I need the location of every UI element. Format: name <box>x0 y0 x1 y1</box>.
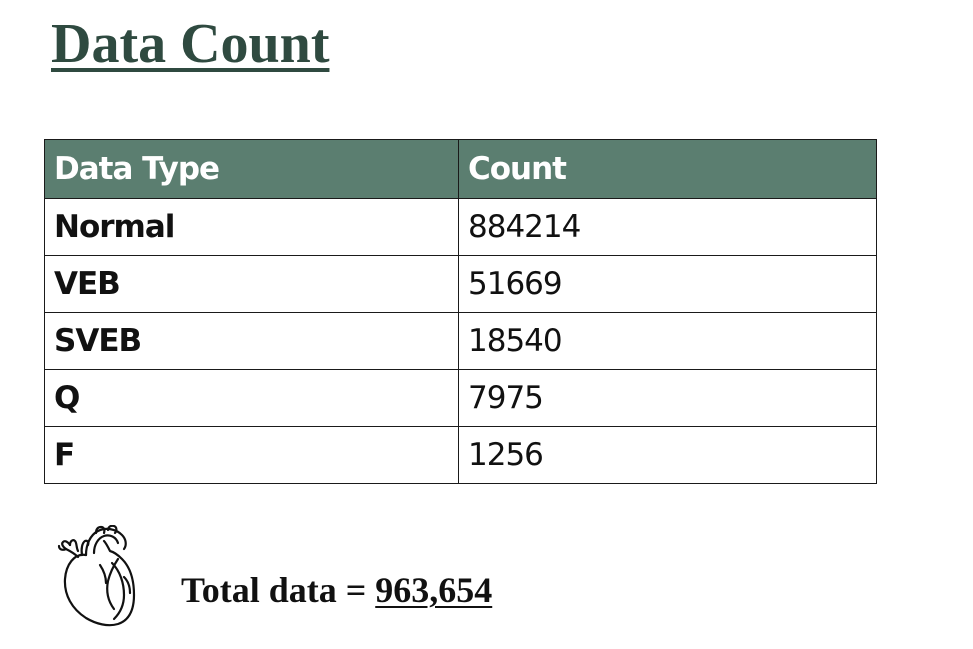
anatomical-heart-icon <box>57 525 136 627</box>
count-cell: 18540 <box>458 312 877 370</box>
column-header-data-type: Data Type <box>44 139 459 199</box>
table-row: VEB 51669 <box>44 255 877 313</box>
column-header-count: Count <box>458 139 877 199</box>
heart-vessel <box>94 525 106 535</box>
heart-vein <box>122 575 132 595</box>
data-type-cell: SVEB <box>44 312 459 370</box>
data-type-cell: Normal <box>44 198 459 256</box>
count-cell: 1256 <box>458 426 877 484</box>
count-cell: 884214 <box>458 198 877 256</box>
heart-branch <box>57 544 68 551</box>
heart-vessel <box>106 525 118 535</box>
heart-aorta <box>84 527 127 557</box>
table-header-row: Data Type Count <box>44 139 877 199</box>
total-data-value: 963,654 <box>375 570 493 610</box>
data-type-cell: VEB <box>44 255 459 313</box>
heart-branch <box>61 540 80 559</box>
count-cell: 51669 <box>458 255 877 313</box>
heart-aorta-inner <box>92 534 120 555</box>
heart-branch <box>68 539 80 553</box>
heart-vein <box>98 563 108 585</box>
total-data-line: Total data = 963,654 <box>181 568 492 612</box>
table-row: Q 7975 <box>44 369 877 427</box>
heart-branch <box>80 539 90 557</box>
table-row: Normal 884214 <box>44 198 877 256</box>
data-type-cell: F <box>44 426 459 484</box>
total-data-label: Total data = <box>181 570 376 610</box>
count-cell: 7975 <box>458 369 877 427</box>
heart-septum <box>106 557 120 611</box>
table-row: SVEB 18540 <box>44 312 877 370</box>
data-type-cell: Q <box>44 369 459 427</box>
table-row: F 1256 <box>44 426 877 484</box>
heart-septum <box>110 561 126 621</box>
page-title: Data Count <box>51 13 330 75</box>
data-count-table: Data Type Count Normal 884214 VEB 51669 … <box>44 139 877 484</box>
heart-outline <box>63 539 136 627</box>
